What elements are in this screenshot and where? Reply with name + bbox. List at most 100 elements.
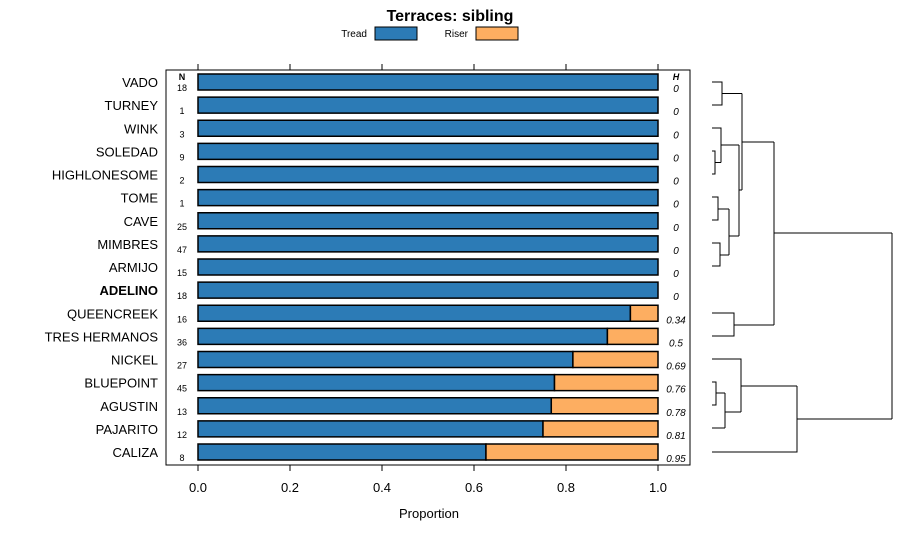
category-label: ARMIJO <box>109 260 158 275</box>
bar-row: CAVE 25 0 <box>124 212 679 234</box>
x-tick-label: 0.6 <box>465 480 483 495</box>
n-value: 18 <box>177 83 187 93</box>
category-label: AGUSTIN <box>100 399 158 414</box>
bar-tread <box>197 142 659 161</box>
bar-row: TRES HERMANOS 36 0.5 <box>45 327 683 349</box>
bar-tread <box>197 350 574 369</box>
x-axis-label: Proportion <box>399 506 459 521</box>
n-value: 25 <box>177 222 187 232</box>
category-label: QUEENCREEK <box>67 306 158 321</box>
category-label: CAVE <box>124 214 159 229</box>
bar-riser <box>606 327 659 346</box>
h-value: 0.95 <box>666 454 686 465</box>
bar-tread <box>197 304 632 322</box>
h-value: 0 <box>673 292 679 303</box>
n-value: 3 <box>179 129 184 139</box>
bar-row: ARMIJO 15 0 <box>109 258 679 280</box>
x-tick-label: 1.0 <box>649 480 667 495</box>
bar-row: TOME 1 0 <box>121 188 679 211</box>
bar-row: PAJARITO 12 0.81 <box>96 420 686 442</box>
x-tick-label: 0.0 <box>189 480 207 495</box>
bar-riser <box>553 373 659 392</box>
category-label: TRES HERMANOS <box>45 329 159 344</box>
h-value: 0.78 <box>666 408 686 419</box>
n-value: 15 <box>177 268 187 278</box>
bar-row: WINK 3 0 <box>124 119 679 141</box>
bar-row: TURNEY 1 0 <box>105 96 679 118</box>
chart-title: Terraces: sibling <box>387 8 514 25</box>
bar-row: CALIZA 8 0.95 <box>112 443 686 465</box>
bar-row: HIGHLONESOME 2 0 <box>52 165 679 188</box>
bar-tread <box>197 96 659 114</box>
category-label: TURNEY <box>105 98 159 113</box>
h-value: 0 <box>673 107 679 118</box>
category-label: TOME <box>121 191 159 206</box>
n-value: 45 <box>177 384 187 394</box>
n-value: 8 <box>179 453 184 463</box>
bar-tread <box>197 420 544 438</box>
bar-tread <box>197 188 659 207</box>
bar-row: MIMBRES 47 0 <box>97 235 679 257</box>
n-value: 1 <box>179 106 184 116</box>
legend-swatch-tread <box>374 26 418 41</box>
n-value: 47 <box>177 245 187 255</box>
x-tick-label: 0.4 <box>373 480 391 495</box>
h-value: 0 <box>673 246 679 257</box>
bar-tread <box>197 373 556 392</box>
legend-swatch-riser <box>475 26 519 41</box>
panel-frame <box>165 69 691 466</box>
bar-tread <box>197 73 659 91</box>
n-value: 1 <box>179 199 184 209</box>
bar-tread <box>197 212 659 230</box>
n-value: 36 <box>177 337 187 347</box>
bar-tread <box>197 119 659 137</box>
h-value: 0.34 <box>666 315 686 326</box>
bar-tread <box>197 235 659 253</box>
category-label: PAJARITO <box>96 422 158 437</box>
n-value: 9 <box>179 152 184 162</box>
bar-riser <box>550 397 659 415</box>
legend-label-tread: Tread <box>341 29 367 40</box>
x-tick-label: 0.2 <box>281 480 299 495</box>
category-label: VADO <box>122 75 158 90</box>
dendrogram <box>712 81 893 453</box>
legend-label-riser: Riser <box>445 29 469 40</box>
category-label: WINK <box>124 121 158 136</box>
h-value: 0 <box>673 269 679 280</box>
category-label: MIMBRES <box>97 237 158 252</box>
bar-tread <box>197 443 487 461</box>
n-value: 2 <box>179 176 184 186</box>
category-label: NICKEL <box>111 353 158 368</box>
h-value: 0 <box>673 177 679 188</box>
bar-tread <box>197 281 659 299</box>
x-tick-label: 0.8 <box>557 480 575 495</box>
bar-riser <box>572 350 659 369</box>
n-header: N <box>179 72 186 82</box>
h-value: 0 <box>673 223 679 234</box>
bar-riser <box>485 443 659 461</box>
h-value: 0 <box>673 200 679 211</box>
category-label: HIGHLONESOME <box>52 168 159 183</box>
category-label: BLUEPOINT <box>84 376 158 391</box>
h-header: H <box>673 72 680 82</box>
h-value: 0 <box>673 153 679 164</box>
bar-row: NICKEL 27 0.69 <box>111 350 686 373</box>
bar-row: QUEENCREEK 16 0.34 <box>67 304 686 326</box>
bar-riser <box>629 304 659 322</box>
legend: Tread Riser <box>341 26 519 41</box>
bar-tread <box>197 397 553 415</box>
dendrogram-branches <box>712 81 893 453</box>
h-value: 0.76 <box>666 385 686 396</box>
n-value: 16 <box>177 314 187 324</box>
bar-tread <box>197 165 659 184</box>
category-label: ADELINO <box>100 283 159 298</box>
h-value: 0 <box>673 84 679 95</box>
bar-riser <box>542 420 659 438</box>
category-label: CALIZA <box>112 445 158 460</box>
n-value: 12 <box>177 430 187 440</box>
bar-row: ADELINO 18 0 <box>100 281 679 303</box>
h-value: 0 <box>673 130 679 141</box>
h-value: 0.81 <box>666 431 685 442</box>
